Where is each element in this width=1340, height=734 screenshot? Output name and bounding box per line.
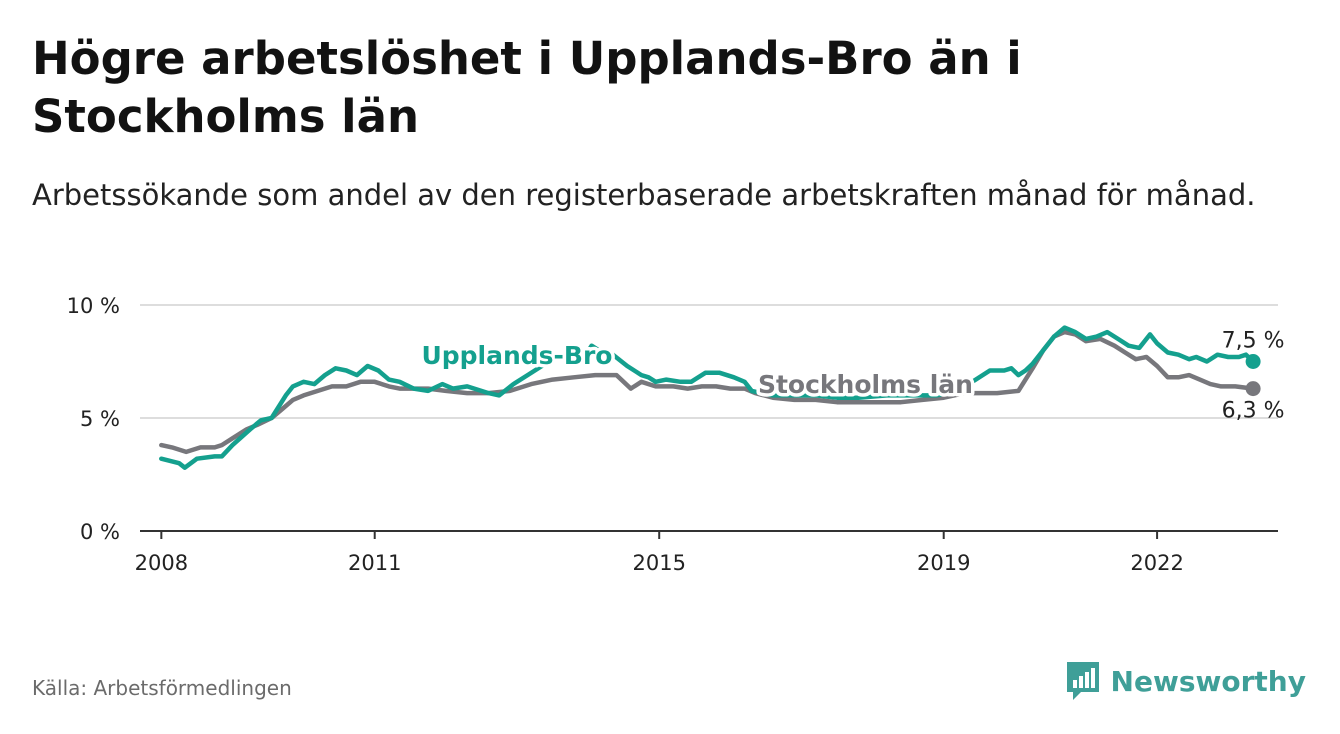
series-labels: 7,5 % 6,3 % Upplands-Bro Stockholms län (418, 329, 1285, 424)
end-label-stockholm: 6,3 % (1222, 399, 1285, 424)
series-name-label-upplands: Upplands-Bro (421, 341, 612, 370)
series-lines (159, 325, 1261, 470)
end-label-upplands: 7,5 % (1222, 329, 1285, 354)
end-point-upplands (1245, 354, 1261, 369)
x-tick-label: 2011 (348, 551, 401, 575)
bar-chart-logo-icon (1066, 662, 1099, 700)
brand-name: Newsworthy (1110, 664, 1306, 698)
series-line-stockholm (159, 329, 1256, 455)
x-tick-label: 2019 (917, 551, 970, 575)
y-tick-label: 5 % (80, 407, 120, 431)
y-tick-label: 10 % (67, 294, 120, 318)
x-tick-label: 2022 (1130, 551, 1183, 575)
series-line-upplands (159, 325, 1256, 470)
x-tick-label: 2008 (135, 551, 188, 575)
axes: 0 % 5 % 10 % 2008 2011 2015 2019 2022 (67, 294, 1278, 575)
end-point-stockholm (1245, 381, 1261, 397)
x-tick-label: 2015 (632, 551, 685, 575)
brand-logo[interactable]: Newsworthy (1065, 660, 1306, 702)
source-note: Källa: Arbetsförmedlingen (32, 676, 292, 700)
gridlines (140, 304, 1278, 419)
chart-subtitle: Arbetssökande som andel av den registerb… (32, 178, 1256, 212)
y-tick-label: 0 % (80, 520, 120, 544)
line-chart: 0 % 5 % 10 % 2008 2011 2015 2019 2022 7,5 % 6,3 … (67, 294, 1285, 575)
chart-title: Högre arbetslöshet i Upplands-Bro än i S… (32, 32, 1022, 143)
series-name-label-stockholm: Stockholms län (758, 370, 973, 399)
